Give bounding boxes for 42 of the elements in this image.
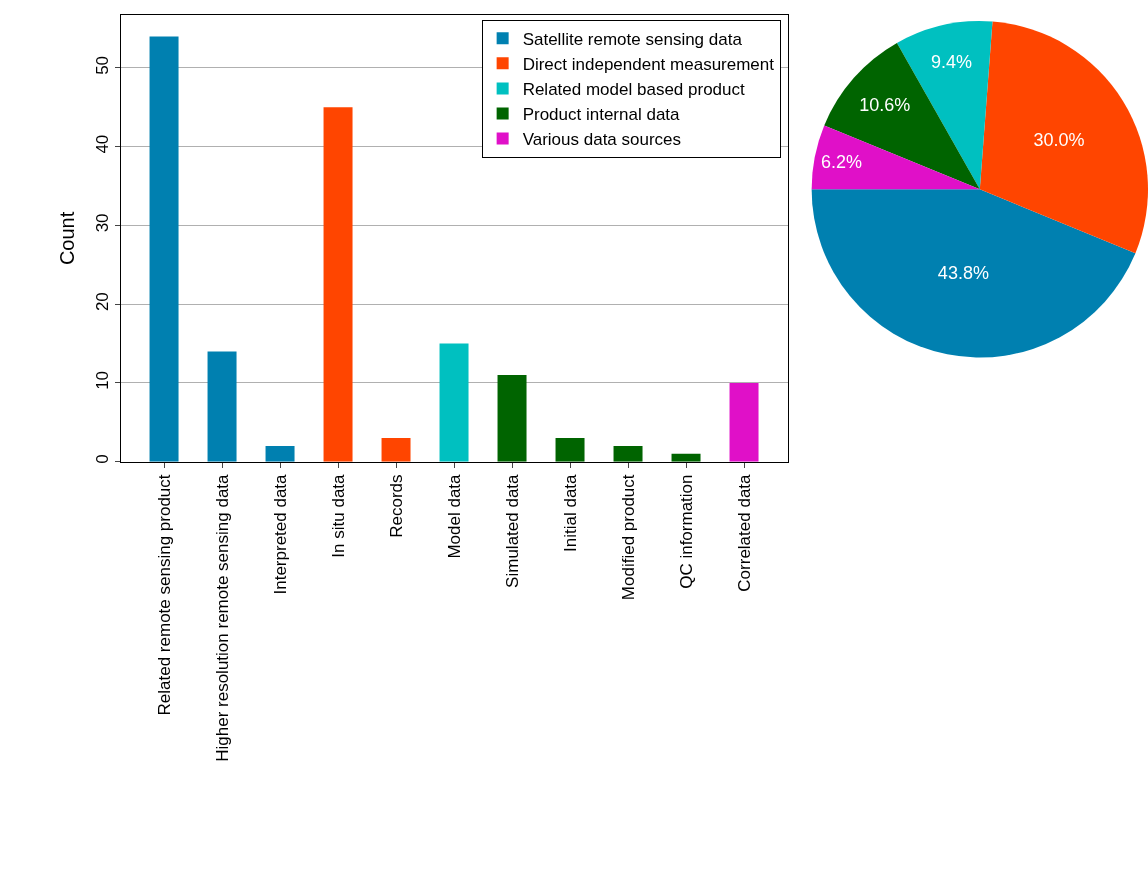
data-label: 6.2%	[821, 152, 863, 173]
x-tick-label: Higher resolution remote sensing data	[212, 473, 232, 762]
y-axis-title: Count	[56, 211, 79, 266]
bar	[207, 351, 237, 462]
y-tick-label: 50	[92, 55, 112, 75]
pie-slice	[824, 42, 980, 190]
x-tick-label: In situ data	[328, 473, 348, 558]
data-label: 30.0%	[1033, 130, 1085, 151]
y-tick-label: 20	[92, 292, 112, 312]
y-tick-label: 40	[92, 134, 112, 154]
legend-label: Satellite remote sensing data	[522, 29, 743, 49]
data-label: 43.8%	[937, 262, 989, 283]
x-tick-label: Interpreted data	[270, 473, 290, 595]
legend-label: Product internal data	[522, 105, 681, 125]
legend-label: Related model based product	[522, 80, 745, 100]
bar	[265, 445, 295, 462]
bar	[381, 438, 411, 462]
bar	[613, 445, 643, 462]
x-tick-label: Simulated data	[502, 473, 522, 588]
y-tick-label: 0	[92, 454, 112, 464]
data-label: 10.6%	[859, 95, 911, 116]
bar	[149, 36, 179, 462]
x-tick-label: Initial data	[560, 473, 580, 552]
pie-slice	[811, 189, 1136, 358]
x-tick-label: QC information	[676, 474, 696, 589]
bar	[555, 438, 585, 462]
y-tick-label: 10	[92, 370, 112, 390]
x-tick-label: Records	[386, 474, 406, 538]
x-tick-label: Modified product	[618, 474, 638, 601]
x-tick-label: Correlated data	[734, 473, 754, 592]
bar	[323, 107, 353, 462]
pie-slice	[979, 21, 1148, 254]
bar	[439, 343, 469, 462]
pie-slice	[811, 125, 980, 190]
bar	[729, 382, 759, 462]
data-label: 9.4%	[930, 52, 972, 73]
legend-label: Direct independent measurement	[522, 54, 775, 74]
x-tick-label: Model data	[444, 473, 464, 559]
legend-label: Various data sources	[522, 130, 682, 150]
x-tick-label: Related remote sensing product	[154, 474, 174, 716]
y-tick-label: 30	[92, 213, 112, 233]
bar	[497, 375, 527, 462]
